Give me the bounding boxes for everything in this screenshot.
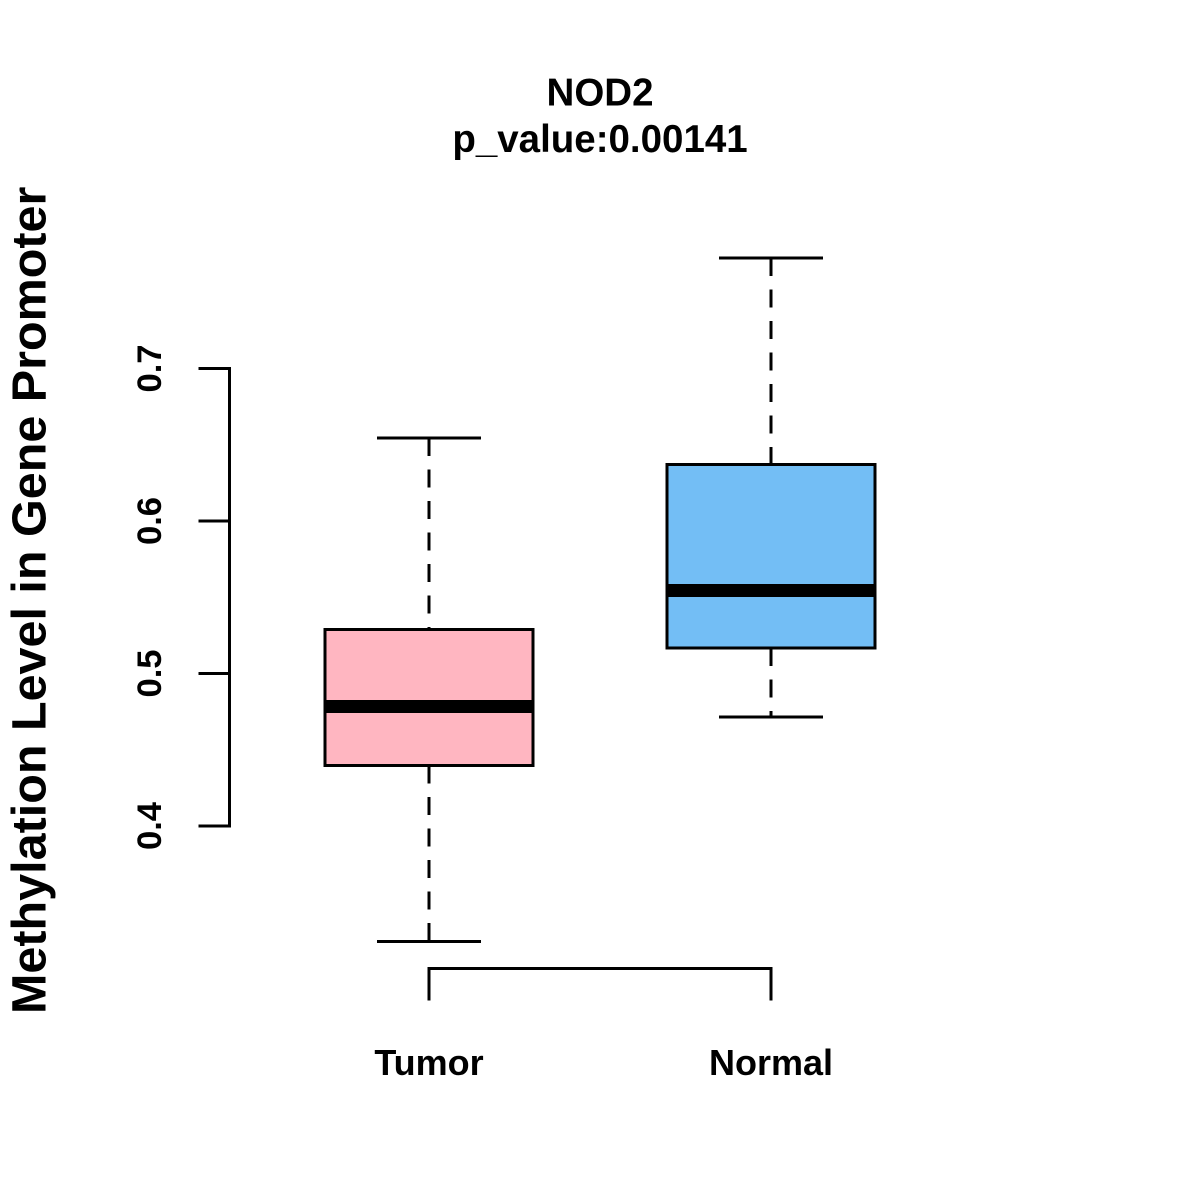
svg-text:NOD2: NOD2: [547, 72, 654, 115]
svg-text:Methylation Level in Gene Prom: Methylation Level in Gene Promoter: [3, 186, 57, 1013]
svg-text:0.7: 0.7: [131, 344, 169, 392]
svg-text:0.5: 0.5: [131, 649, 169, 697]
svg-text:Normal: Normal: [709, 1042, 833, 1083]
svg-text:p_value:0.00141: p_value:0.00141: [452, 118, 747, 161]
svg-text:Tumor: Tumor: [374, 1042, 483, 1083]
svg-text:0.6: 0.6: [131, 497, 169, 545]
svg-text:0.4: 0.4: [131, 801, 169, 850]
